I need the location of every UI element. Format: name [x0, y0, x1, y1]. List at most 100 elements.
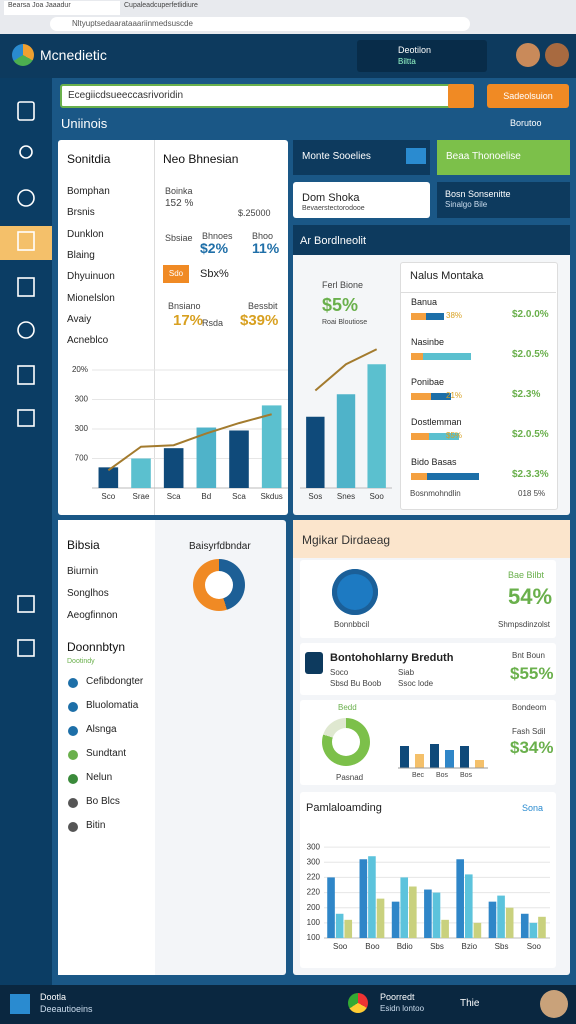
bar: [432, 892, 441, 938]
bar-seg: [427, 473, 479, 480]
bar: [473, 922, 482, 938]
footer-value: 018 5%: [518, 489, 546, 498]
y-tick-label: 300: [75, 424, 89, 433]
bar: [464, 874, 473, 938]
tray-sub: Esidn lontoo: [380, 1004, 425, 1013]
bar: [505, 907, 514, 938]
y-tick-label: 20%: [72, 365, 88, 374]
x-tick-label: Snes: [337, 492, 355, 501]
panel-title: Mgikar Dirdaeag: [302, 533, 391, 547]
chart-title: Ferl Bione: [322, 280, 364, 290]
avatar[interactable]: [545, 43, 569, 67]
toggle[interactable]: [406, 148, 426, 164]
x-tick-label: Srae: [133, 492, 150, 501]
list-item: Mionelslon: [67, 292, 115, 304]
toolbar-action[interactable]: Borutoo: [510, 118, 542, 128]
stat-value: $.25000: [238, 208, 271, 218]
browser-icon[interactable]: [348, 993, 368, 1013]
bar: [391, 901, 400, 938]
link: Nelun: [86, 772, 113, 783]
kpi-label: Bae Bilbt: [508, 570, 545, 580]
stat-value: $39%: [240, 312, 279, 329]
panel-title: Sonitdia: [67, 152, 111, 166]
kpi: 54%: [508, 584, 553, 609]
bar-seg: [411, 393, 431, 400]
bar: [261, 405, 282, 488]
page-title: Uniinois: [61, 116, 108, 131]
card-title: Nalus Montaka: [410, 270, 484, 282]
search-placeholder: Ecegiicdsueeccasrivoridin: [68, 90, 184, 101]
task-title: Dootla: [40, 992, 67, 1002]
donut-label: Pasnad: [336, 773, 364, 782]
donut: [193, 559, 245, 611]
chart-subtitle: Roai Bloutiose: [322, 319, 368, 326]
link-icon: [68, 774, 78, 784]
account-box[interactable]: [357, 40, 487, 72]
app-name: Mcnedietic: [40, 47, 107, 63]
bar-seg: [429, 433, 459, 440]
card-title: Beaa Thonoelise: [446, 151, 521, 162]
list-item: Acneblco: [67, 335, 109, 347]
account: Deotilon: [398, 45, 432, 55]
start-button[interactable]: [10, 994, 30, 1014]
bar: [367, 364, 386, 488]
x-tick-label: Sca: [232, 492, 246, 501]
x-tick-label: Sco: [101, 492, 115, 501]
bar-seg: [431, 393, 451, 400]
card: [300, 792, 556, 968]
avatar[interactable]: [540, 990, 568, 1018]
stat-label: Bhnoes: [202, 231, 233, 241]
stat-value: $2%: [200, 240, 229, 256]
x-tick-label: Soo: [370, 492, 385, 501]
bar: [376, 898, 385, 938]
stat-label: Bhoo: [252, 231, 274, 241]
x-tick-label: Sbs: [495, 942, 509, 951]
list-item: Biurnin: [67, 566, 99, 577]
bar-seg: [411, 473, 427, 480]
link-icon: [68, 726, 78, 736]
card-sub: Bevaerstectorodooe: [302, 205, 365, 212]
card-title: Dom Shoka: [302, 192, 360, 204]
bar: [456, 859, 464, 938]
panel-title: Bibsia: [67, 538, 100, 552]
label: Sbsd Bu Boob: [330, 679, 382, 688]
bar: [344, 919, 353, 938]
filter[interactable]: Sona: [522, 803, 544, 813]
donut: [322, 718, 370, 766]
bar-seg: [411, 353, 423, 360]
link: Bitin: [86, 820, 106, 831]
avatar[interactable]: [516, 43, 540, 67]
link-icon: [68, 798, 78, 808]
divider: [154, 140, 155, 515]
tab[interactable]: Bearsa Joa Jaaadur: [4, 1, 120, 15]
address-bar[interactable]: [50, 17, 470, 31]
label: Ssoc lode: [398, 679, 434, 688]
bar: [424, 889, 432, 938]
row-value: $2.3%: [512, 389, 541, 400]
bar: [529, 922, 538, 938]
row-pct: $5%: [446, 431, 463, 440]
search-input[interactable]: [60, 84, 474, 108]
bar: [98, 467, 119, 488]
row-label: Ponibae: [411, 377, 445, 387]
tab[interactable]: Cupaleadcuperfetlidiure: [124, 2, 198, 9]
card: [437, 182, 570, 218]
search-button[interactable]: [448, 84, 474, 108]
row-value: $2.0.5%: [512, 349, 549, 360]
link-icon: [68, 702, 78, 712]
stat-value: 17%: [173, 312, 204, 329]
y-tick-label: 100: [307, 933, 321, 942]
chart: 300 300 220 220 200 100 100 Soo Boo Bdio Sbs Bzio Sb…: [307, 842, 550, 951]
link-icon: [68, 822, 78, 832]
bar: [488, 901, 497, 938]
mini-label: Bec: [412, 772, 425, 779]
primary-button[interactable]: Sadeolsuion: [487, 84, 569, 108]
donut: [332, 569, 378, 615]
card-title: Monte Sooelies: [302, 151, 371, 162]
stat-value: Sbx%: [200, 268, 229, 280]
list-item: Songlhos: [67, 588, 109, 599]
y-tick-label: 700: [75, 454, 89, 463]
x-tick-label: Skdus: [261, 492, 283, 501]
bar: [163, 448, 184, 488]
